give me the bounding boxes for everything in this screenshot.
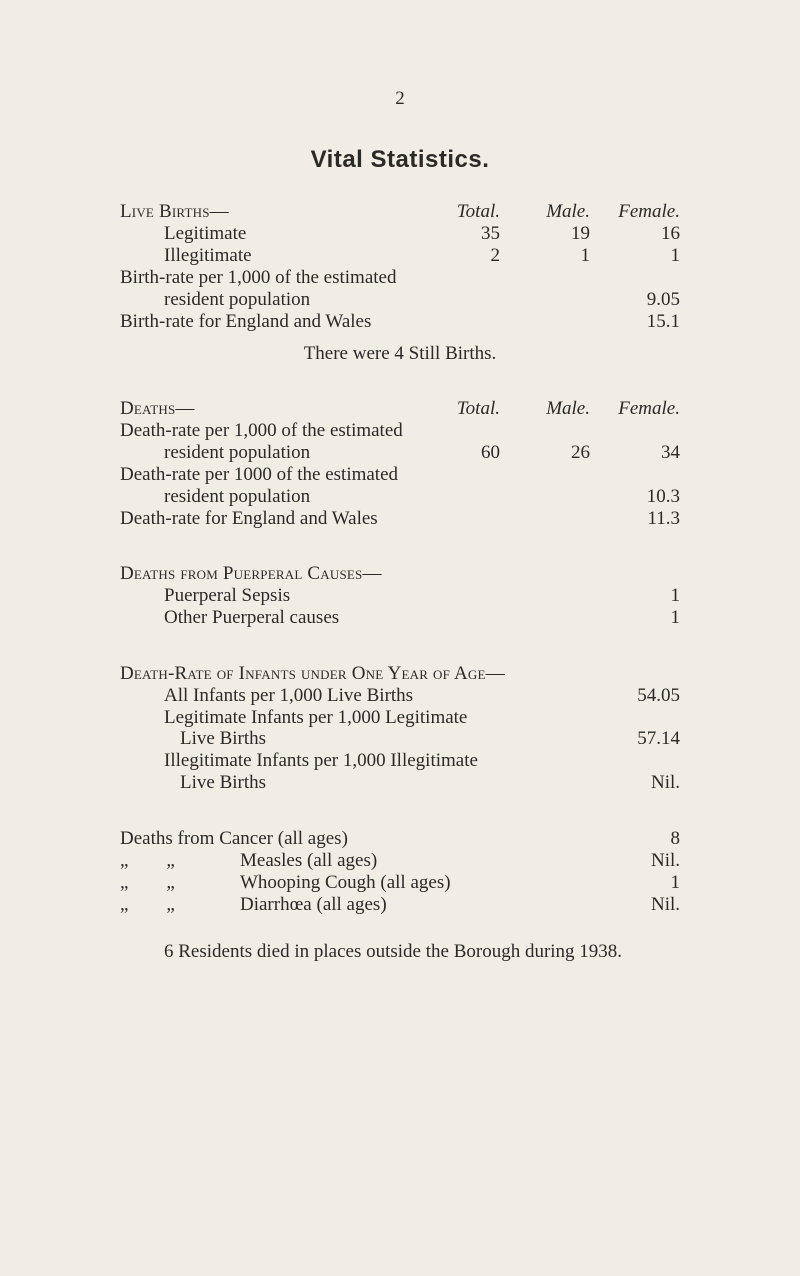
puerperal-other-label: Other Puerperal causes	[120, 607, 590, 629]
puerperal-sepsis-val: 1	[590, 585, 680, 607]
row-illegitimate-total: 2	[410, 245, 500, 267]
row-illegitimate-male: 1	[500, 245, 590, 267]
section-deaths-from: Deaths from Cancer (all ages) 8 „ „ Meas…	[120, 828, 680, 915]
page-title: Vital Statistics.	[120, 146, 680, 174]
col-male: Male.	[500, 201, 590, 223]
infant-legit-label: Legitimate Infants per 1,000 Legitimate	[120, 707, 680, 729]
row-legitimate-female: 16	[590, 223, 680, 245]
ditto-whooping: „ „	[120, 872, 240, 894]
live-births-heading: Live Births—	[120, 201, 410, 223]
deathrate-ew-val: 11.3	[590, 508, 680, 530]
puerperal-heading: Deaths from Puerperal Causes—	[120, 563, 680, 585]
deathrate-est-label: Death-rate per 1,000 of the estimated	[120, 420, 680, 442]
footer-note: 6 Residents died in places outside the B…	[120, 941, 680, 963]
section-deaths: Deaths— Total. Male. Female. Death-rate …	[120, 398, 680, 529]
birthrate-ew-label: Birth-rate for England and Wales	[120, 311, 590, 333]
infant-illegit-label: Illegitimate Infants per 1,000 Illegitim…	[120, 750, 680, 772]
row-illegitimate-female: 1	[590, 245, 680, 267]
puerperal-sepsis-label: Puerperal Sepsis	[120, 585, 590, 607]
section-infant-deathrate: Death-Rate of Infants under One Year of …	[120, 663, 680, 794]
birthrate-ew-val: 15.1	[590, 311, 680, 333]
infant-legit-val: 57.14	[590, 728, 680, 750]
page-number: 2	[120, 88, 680, 110]
col-total: Total.	[410, 201, 500, 223]
infant-all-val: 54.05	[590, 685, 680, 707]
deathrate-est-female: 34	[590, 442, 680, 464]
deathrate-est-male: 26	[500, 442, 590, 464]
birthrate-1000-est-label: Birth-rate per 1,000 of the estimated	[120, 267, 680, 289]
deathrate-est-sub: resident population	[120, 442, 410, 464]
deathrate-ew-label: Death-rate for England and Wales	[120, 508, 590, 530]
deaths-whooping-val: 1	[590, 872, 680, 894]
section-live-births: Live Births— Total. Male. Female. Legiti…	[120, 201, 680, 364]
deaths-measles-val: Nil.	[590, 850, 680, 872]
row-legitimate-total: 35	[410, 223, 500, 245]
deaths-col-female: Female.	[590, 398, 680, 420]
ditto-diarrhoea: „ „	[120, 894, 240, 916]
page-content: 2 Vital Statistics. Live Births— Total. …	[120, 88, 680, 963]
birthrate-1000-est-val: 9.05	[590, 289, 680, 311]
deaths-measles-label: Measles (all ages)	[240, 850, 590, 872]
infant-all-label: All Infants per 1,000 Live Births	[120, 685, 590, 707]
deaths-cancer-label: Deaths from Cancer (all ages)	[120, 828, 590, 850]
infant-illegit-val: Nil.	[590, 772, 680, 794]
deaths-cancer-val: 8	[590, 828, 680, 850]
deathrate-1000-val: 10.3	[590, 486, 680, 508]
deathrate-1000-label: Death-rate per 1000 of the estimated	[120, 464, 680, 486]
deaths-diarrhoea-label: Diarrhœa (all ages)	[240, 894, 590, 916]
col-female: Female.	[590, 201, 680, 223]
ditto-measles: „ „	[120, 850, 240, 872]
row-illegitimate-label: Illegitimate	[120, 245, 410, 267]
row-legitimate-label: Legitimate	[120, 223, 410, 245]
deaths-diarrhoea-val: Nil.	[590, 894, 680, 916]
puerperal-other-val: 1	[590, 607, 680, 629]
deathrate-est-total: 60	[410, 442, 500, 464]
still-births-note: There were 4 Still Births.	[120, 343, 680, 365]
deaths-col-male: Male.	[500, 398, 590, 420]
deaths-whooping-label: Whooping Cough (all ages)	[240, 872, 590, 894]
infant-heading: Death-Rate of Infants under One Year of …	[120, 663, 680, 685]
deaths-heading: Deaths—	[120, 398, 410, 420]
deaths-col-total: Total.	[410, 398, 500, 420]
birthrate-1000-est-sub: resident population	[120, 289, 590, 311]
infant-illegit-sub: Live Births	[120, 772, 590, 794]
row-legitimate-male: 19	[500, 223, 590, 245]
section-puerperal: Deaths from Puerperal Causes— Puerperal …	[120, 563, 680, 629]
deathrate-1000-sub: resident population	[120, 486, 590, 508]
infant-legit-sub: Live Births	[120, 728, 590, 750]
